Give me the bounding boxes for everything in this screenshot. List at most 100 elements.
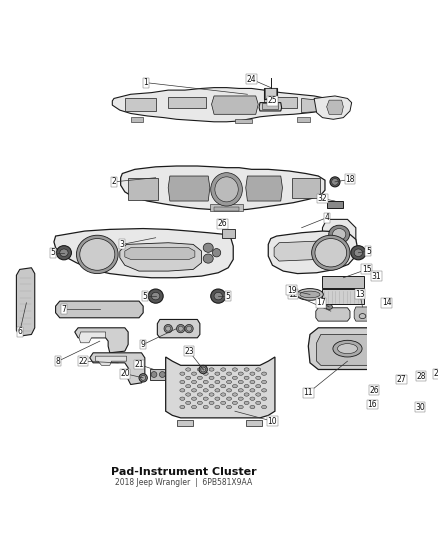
Polygon shape <box>262 103 278 109</box>
Text: 30: 30 <box>415 402 425 411</box>
Text: 12: 12 <box>289 290 298 299</box>
Ellipse shape <box>186 393 191 396</box>
Polygon shape <box>79 332 106 343</box>
Ellipse shape <box>250 372 255 375</box>
Ellipse shape <box>297 288 323 300</box>
Ellipse shape <box>233 384 237 388</box>
Ellipse shape <box>151 372 157 377</box>
Text: 7: 7 <box>61 305 67 314</box>
Text: 20: 20 <box>120 369 130 378</box>
Ellipse shape <box>186 401 191 405</box>
Ellipse shape <box>215 381 220 384</box>
Ellipse shape <box>261 389 267 392</box>
Polygon shape <box>265 88 276 99</box>
Text: 13: 13 <box>355 290 365 299</box>
Ellipse shape <box>333 340 362 357</box>
Ellipse shape <box>60 249 68 256</box>
Ellipse shape <box>256 376 261 379</box>
Polygon shape <box>292 177 320 198</box>
Polygon shape <box>168 176 210 201</box>
Ellipse shape <box>180 372 185 375</box>
Ellipse shape <box>238 397 243 400</box>
Ellipse shape <box>226 389 232 392</box>
Ellipse shape <box>185 325 193 333</box>
Ellipse shape <box>199 365 207 374</box>
Bar <box>246 419 262 426</box>
Ellipse shape <box>186 368 191 371</box>
Ellipse shape <box>215 372 220 375</box>
Ellipse shape <box>180 381 185 384</box>
Ellipse shape <box>221 401 226 405</box>
Ellipse shape <box>226 372 232 375</box>
Ellipse shape <box>233 401 237 405</box>
Ellipse shape <box>351 246 366 260</box>
Polygon shape <box>246 176 283 201</box>
Polygon shape <box>308 328 387 369</box>
Polygon shape <box>314 96 352 119</box>
Ellipse shape <box>141 375 146 381</box>
Text: 8: 8 <box>56 357 60 366</box>
Polygon shape <box>322 220 356 251</box>
Polygon shape <box>120 166 325 210</box>
Text: Pad-Instrument Cluster: Pad-Instrument Cluster <box>111 467 257 477</box>
Text: 19: 19 <box>287 286 297 295</box>
Ellipse shape <box>435 401 438 407</box>
Ellipse shape <box>209 376 214 379</box>
Ellipse shape <box>215 177 238 202</box>
Ellipse shape <box>139 374 147 382</box>
Ellipse shape <box>244 393 249 396</box>
Ellipse shape <box>152 293 160 300</box>
Polygon shape <box>410 382 427 399</box>
Ellipse shape <box>215 406 220 409</box>
Ellipse shape <box>209 401 214 405</box>
Ellipse shape <box>209 393 214 396</box>
Ellipse shape <box>177 325 185 333</box>
Ellipse shape <box>244 384 249 388</box>
Text: 18: 18 <box>345 175 355 184</box>
Polygon shape <box>212 96 258 114</box>
Ellipse shape <box>191 372 197 375</box>
Ellipse shape <box>300 291 320 298</box>
Text: 32: 32 <box>318 194 327 203</box>
Polygon shape <box>302 99 327 112</box>
Ellipse shape <box>180 389 185 392</box>
Bar <box>223 229 235 238</box>
Ellipse shape <box>244 376 249 379</box>
Text: 11: 11 <box>304 389 313 397</box>
Ellipse shape <box>211 173 242 206</box>
Polygon shape <box>112 87 331 122</box>
Bar <box>177 419 193 426</box>
Ellipse shape <box>80 239 115 270</box>
Polygon shape <box>316 308 350 321</box>
Text: 16: 16 <box>367 400 377 409</box>
Text: 26: 26 <box>218 219 227 228</box>
Bar <box>235 119 251 124</box>
Ellipse shape <box>221 376 226 379</box>
Bar <box>327 201 343 208</box>
Text: 4: 4 <box>324 213 329 222</box>
Ellipse shape <box>250 397 255 400</box>
Ellipse shape <box>238 372 243 375</box>
Ellipse shape <box>209 368 214 371</box>
Text: 1: 1 <box>143 78 148 87</box>
Ellipse shape <box>180 406 185 409</box>
Polygon shape <box>157 319 200 338</box>
Ellipse shape <box>330 177 340 187</box>
Ellipse shape <box>186 384 191 388</box>
Bar <box>131 117 143 122</box>
Bar <box>214 207 239 211</box>
Ellipse shape <box>433 400 438 409</box>
Ellipse shape <box>250 406 255 409</box>
Polygon shape <box>56 301 143 318</box>
Ellipse shape <box>203 406 208 409</box>
Ellipse shape <box>221 393 226 396</box>
Ellipse shape <box>332 229 346 240</box>
Text: 9: 9 <box>141 340 145 349</box>
Polygon shape <box>427 384 438 400</box>
Text: 24: 24 <box>247 75 256 84</box>
Ellipse shape <box>178 326 183 331</box>
Ellipse shape <box>256 401 261 405</box>
Ellipse shape <box>332 179 338 185</box>
Ellipse shape <box>215 389 220 392</box>
Polygon shape <box>317 335 378 365</box>
